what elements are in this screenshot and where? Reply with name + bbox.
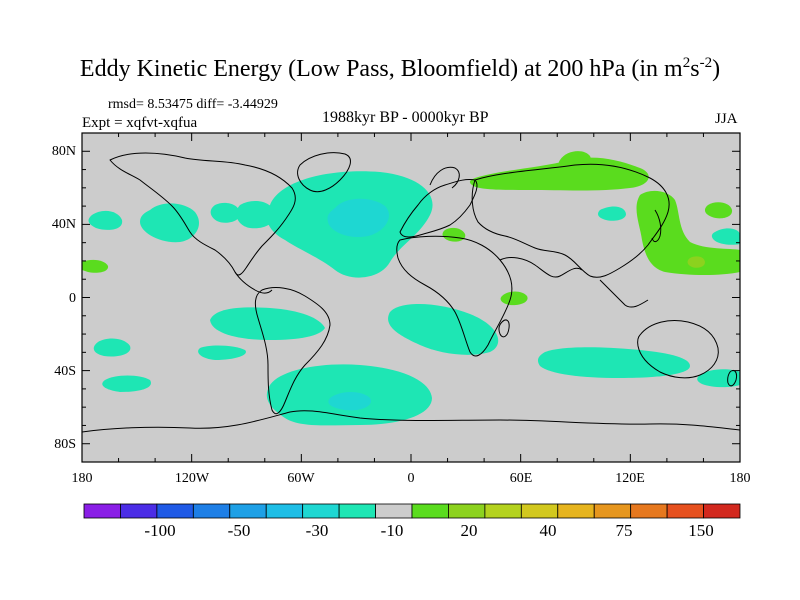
colorbar bbox=[83, 503, 741, 519]
colorbar-label-2: -50 bbox=[228, 521, 251, 540]
pos-region-west-pacific bbox=[82, 259, 109, 273]
colorbar-box bbox=[593, 503, 632, 519]
lon-label-60e: 60E bbox=[510, 471, 533, 486]
colorbar-box bbox=[265, 503, 304, 519]
lat-label-0: 0 bbox=[69, 291, 76, 306]
colorbar-label-1: -100 bbox=[144, 521, 175, 540]
lon-label-120w: 120W bbox=[175, 471, 210, 486]
neg-region-west-pacific bbox=[88, 210, 123, 230]
plot-title: Eddy Kinetic Energy (Low Pass, Bloomfiel… bbox=[79, 55, 721, 82]
neg-region-south-indian bbox=[537, 347, 690, 378]
neg-region-south-pacific bbox=[210, 307, 325, 340]
arabia-india-coast bbox=[499, 257, 583, 278]
colorbar-label-7: 75 bbox=[616, 521, 633, 540]
colorbar-box bbox=[448, 503, 486, 519]
neg-region-north-pacific bbox=[140, 203, 200, 243]
colorbar-box bbox=[120, 503, 158, 519]
neg-core-north-atlantic bbox=[327, 198, 389, 238]
colorbar-label-5: 20 bbox=[461, 521, 478, 540]
colorbar-box bbox=[156, 503, 194, 519]
lon-label-180e: 180 bbox=[730, 471, 751, 486]
colorbar-label-8: 150 bbox=[688, 521, 714, 540]
neg-core-southern-ocean bbox=[328, 392, 371, 411]
pos-region-northwest-pacific bbox=[636, 190, 740, 275]
lon-label-60w: 60W bbox=[287, 471, 315, 486]
lat-label-80s: 80S bbox=[54, 437, 76, 452]
anomaly-field bbox=[82, 151, 740, 433]
colorbar-box bbox=[302, 503, 340, 519]
coastlines bbox=[82, 152, 740, 433]
colorbar-label-4: -10 bbox=[381, 521, 404, 540]
neg-region-pacific-blob bbox=[210, 202, 240, 223]
neg-region-south-atlantic bbox=[388, 303, 499, 355]
australia-coast bbox=[637, 320, 719, 379]
africa-coast bbox=[396, 235, 513, 357]
colorbar-box bbox=[229, 503, 267, 519]
lat-label-80n: 80N bbox=[52, 144, 76, 159]
madagascar-coast bbox=[498, 319, 510, 338]
neg-region-east-asia bbox=[598, 206, 626, 221]
lat-label-40s: 40S bbox=[54, 364, 76, 379]
colorbar-box bbox=[630, 503, 668, 519]
colorbar-box bbox=[411, 503, 449, 519]
colorbar-box bbox=[666, 503, 704, 519]
colorbar-box bbox=[83, 503, 121, 519]
antarctica-coast bbox=[82, 410, 740, 433]
neg-region-south-pacific-3 bbox=[102, 375, 151, 392]
new-zealand-coast bbox=[727, 369, 737, 387]
japan-coast bbox=[651, 209, 662, 243]
period-label: 1988kyr BP - 0000kyr BP bbox=[322, 109, 489, 126]
lon-label-120e: 120E bbox=[615, 471, 645, 486]
experiment-label: Expt = xqfvt-xqfua bbox=[82, 115, 198, 131]
lon-label-180w: 180 bbox=[72, 471, 93, 486]
lon-label-0: 0 bbox=[408, 471, 415, 486]
colorbar-box bbox=[520, 503, 559, 519]
central-america-coast bbox=[234, 271, 273, 294]
neg-region-north-america-east bbox=[236, 200, 276, 229]
pos-region-pacific-patch bbox=[704, 202, 733, 219]
neg-region-pacific-east bbox=[711, 228, 740, 245]
pos-region-north-asia bbox=[469, 157, 649, 191]
neg-region-southeast-pacific bbox=[93, 338, 131, 357]
colorbar-label-6: 40 bbox=[540, 521, 557, 540]
scandinavia-coast bbox=[429, 166, 460, 189]
greenland-coast bbox=[297, 152, 351, 193]
stats-text: rmsd= 8.53475 diff= -3.44929 bbox=[108, 97, 278, 112]
colorbar-box bbox=[375, 503, 413, 519]
pos-region-africa bbox=[500, 291, 528, 306]
colorbar-box bbox=[703, 503, 741, 519]
north-america-coast bbox=[109, 152, 296, 276]
colorbar-box bbox=[338, 503, 376, 519]
southeast-asia-coast bbox=[599, 279, 649, 308]
europe-coast bbox=[399, 179, 478, 238]
colorbar-box bbox=[557, 503, 595, 519]
colorbar-box bbox=[484, 503, 522, 519]
colorbar-label-3: -30 bbox=[306, 521, 329, 540]
neg-region-south-pacific-2 bbox=[198, 345, 246, 360]
colorbar-box bbox=[192, 503, 231, 519]
pos-core-northwest-pacific bbox=[687, 256, 705, 268]
asia-coast bbox=[471, 163, 670, 278]
lat-label-40n: 40N bbox=[52, 217, 76, 232]
axis-ticks bbox=[81, 132, 741, 463]
season-label: JJA bbox=[715, 111, 738, 127]
south-america-coast bbox=[254, 287, 331, 415]
